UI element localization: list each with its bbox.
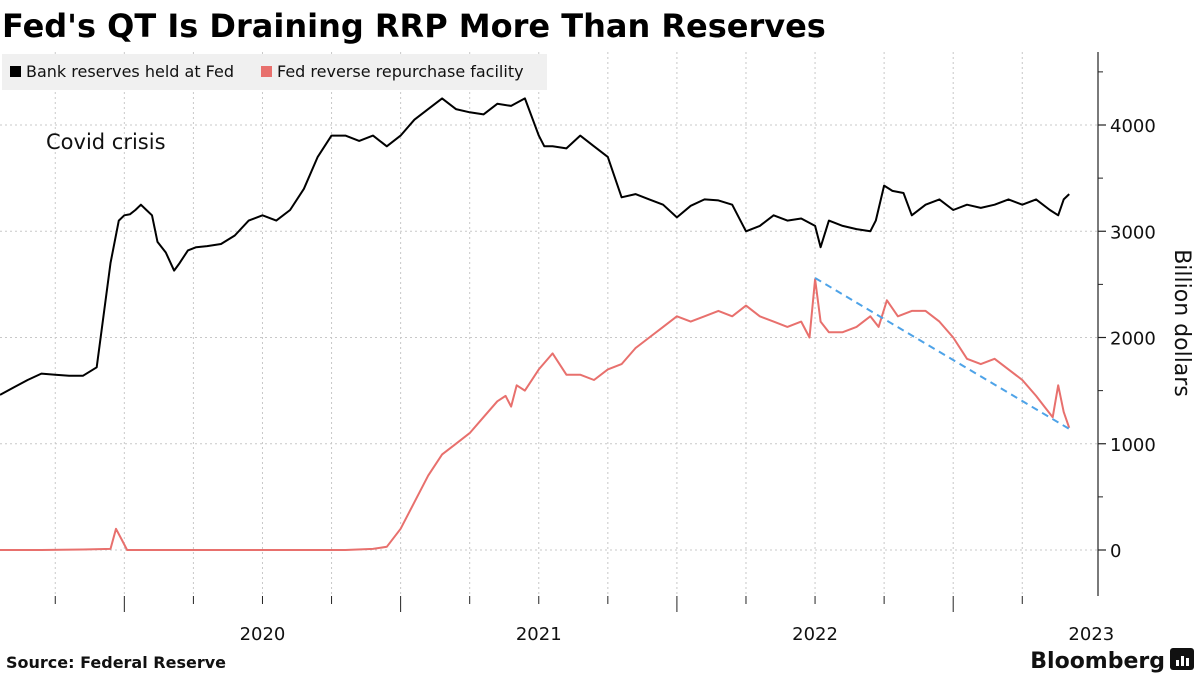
x-tick-label-2021: 2021: [516, 624, 562, 645]
y-tick-label-3000: 3000: [1110, 222, 1156, 243]
bloomberg-badge-bar1: [1176, 660, 1179, 666]
series-line-trend: [814, 277, 1070, 430]
y-tick-label-4000: 4000: [1110, 116, 1156, 137]
x-axis-ticks: 2020 2021 2022 2023: [54, 596, 1114, 645]
series: [0, 97, 1071, 551]
x-tick-label-2022: 2022: [792, 624, 838, 645]
y-tick-label-0: 0: [1110, 541, 1121, 562]
bloomberg-badge-bar2: [1181, 656, 1184, 666]
legend-label-rrp: Fed reverse repurchase facility: [277, 62, 524, 81]
y-tick-label-1000: 1000: [1110, 435, 1156, 456]
source-note: Source: Federal Reserve: [6, 653, 226, 672]
legend-swatch-rrp: [261, 66, 272, 77]
y-axis-ticks: 0 1000 2000 3000 4000: [1098, 71, 1156, 562]
chart-title: Fed's QT Is Draining RRP More Than Reser…: [2, 7, 826, 45]
y-axis-label: Billion dollars: [1169, 249, 1194, 397]
legend-swatch-reserves: [10, 66, 21, 77]
bloomberg-badge-bar3: [1186, 658, 1189, 666]
x-tick-label-2023: 2023: [1068, 624, 1114, 645]
x-tick-label-2020: 2020: [240, 624, 286, 645]
series-line-rrp: [0, 278, 1071, 551]
legend-label-reserves: Bank reserves held at Fed: [26, 62, 234, 81]
bloomberg-logo: Bloomberg: [1030, 649, 1165, 674]
gridlines: [0, 52, 1098, 596]
covid-crisis-annotation: Covid crisis: [46, 130, 166, 154]
y-tick-label-2000: 2000: [1110, 329, 1156, 350]
series-line-reserves: [0, 97, 1070, 396]
legend-background: [2, 54, 547, 90]
